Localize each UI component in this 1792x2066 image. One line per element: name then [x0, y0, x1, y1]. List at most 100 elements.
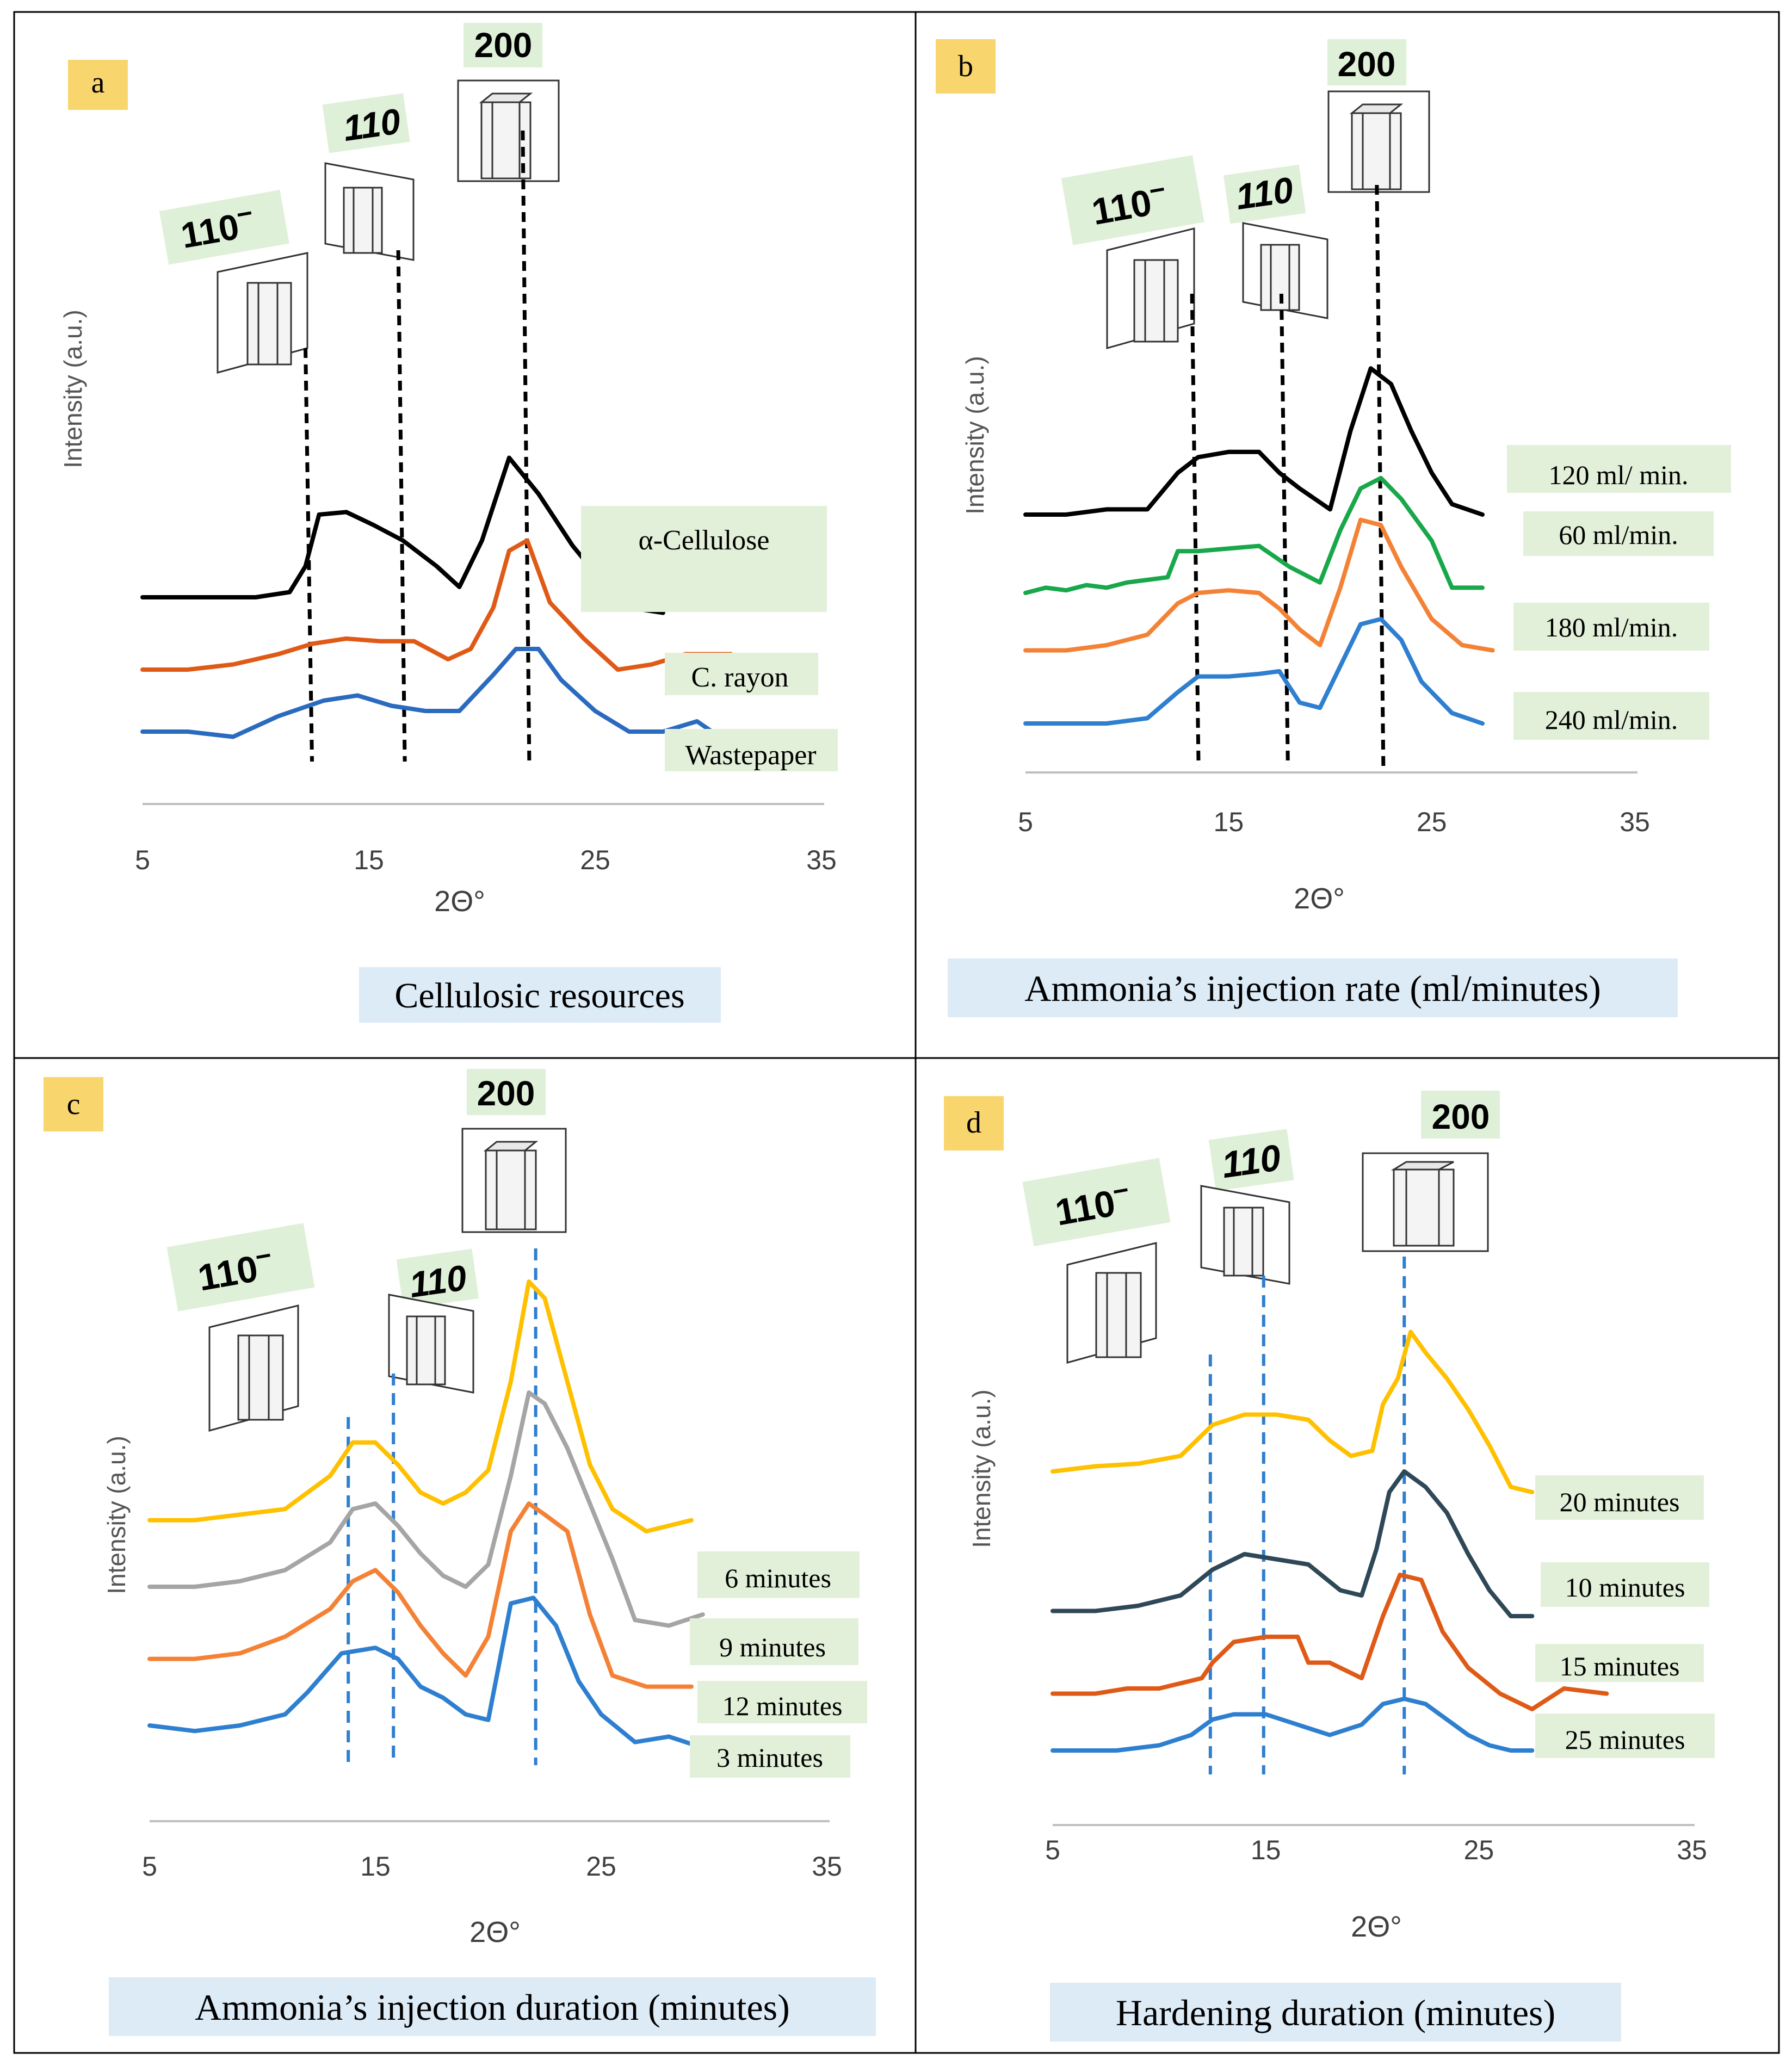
legend-box-0 [1535, 1475, 1704, 1520]
x-tick-label: 25 [1464, 1835, 1494, 1865]
crystal-110-icon [324, 162, 415, 261]
crystal-1-10-icon [208, 1304, 299, 1432]
panel-c: c 200 110 110− 5 15 25 35 [44, 1069, 876, 2036]
x-tick-label: 25 [1417, 807, 1447, 837]
series-line-2 [140, 647, 722, 739]
legend-box-3 [1535, 1714, 1715, 1758]
panel-b: b 200 110 110− 5 15 25 35 [936, 39, 1731, 1017]
legend-label-1: 9 minutes [719, 1632, 826, 1662]
x-axis-title: 2Θ° [434, 885, 485, 918]
plane-110-label-box [1223, 164, 1306, 224]
x-tick-label: 35 [806, 845, 837, 875]
plane-110-label-box [1208, 1129, 1294, 1191]
panel-letter: a [91, 66, 105, 100]
legend-box-0 [581, 506, 827, 612]
crystal-200-icon [1362, 1152, 1489, 1252]
marker-line-200 [1375, 184, 1386, 768]
series-line-0 [1051, 1329, 1535, 1494]
plane-1-10-label: 110− [177, 197, 257, 256]
legend-label-2: 12 minutes [722, 1691, 843, 1721]
plane-110-label-box [322, 93, 410, 153]
plane-200-label-box [1327, 39, 1406, 85]
plane-1-10-label-box [1061, 155, 1204, 245]
marker-line-1-10 [304, 348, 314, 762]
x-tick-label: 5 [135, 845, 150, 875]
legend-box-0 [697, 1551, 860, 1598]
legend-label-3: 240 ml/min. [1545, 704, 1678, 735]
plane-110-label: 110 [407, 1257, 469, 1305]
legend-box-1 [665, 653, 818, 695]
plane-1-10-label: 110− [1088, 174, 1171, 233]
figure-frame [13, 11, 1780, 2054]
series-line-3 [1023, 617, 1485, 726]
series-line-0 [147, 1279, 694, 1533]
panel-letter: b [958, 50, 973, 83]
marker-line-1-10 [1190, 293, 1201, 768]
x-tick-label: 25 [586, 1851, 616, 1882]
x-tick-label: 35 [1620, 807, 1650, 837]
legend-label-0: 20 minutes [1560, 1487, 1680, 1517]
x-tick-label: 35 [1677, 1835, 1707, 1865]
legend-box-1 [1541, 1562, 1709, 1607]
panel-letter-box [936, 39, 996, 94]
crystal-1-10-icon [217, 252, 308, 374]
plane-1-10-label-box [1022, 1158, 1171, 1247]
plane-1-10-label-box [159, 190, 289, 265]
legend-label-2: Wastepaper [685, 740, 816, 771]
legend-box-1 [1523, 511, 1714, 556]
y-axis-title: Intensity (a.u.) [102, 1436, 131, 1594]
plane-200-label: 200 [1338, 45, 1396, 84]
legend-label-3: 3 minutes [716, 1742, 823, 1773]
caption-box [109, 1977, 876, 2036]
legend-label-3: 25 minutes [1565, 1724, 1685, 1755]
y-axis-title: Intensity (a.u.) [59, 310, 87, 468]
panel-caption: Ammonia’s injection duration (minutes) [195, 1987, 789, 2028]
panel-letter-box [44, 1077, 103, 1131]
plane-1-10-label-box [166, 1223, 315, 1312]
panel-letter: c [67, 1087, 81, 1121]
crystal-1-10-icon [1106, 227, 1195, 349]
legend-box-2 [697, 1681, 867, 1723]
x-tick-label: 15 [354, 845, 384, 875]
legend-box-1 [690, 1618, 858, 1665]
x-tick-label: 15 [1214, 807, 1244, 837]
plane-110-label: 110 [1233, 169, 1296, 217]
marker-line-110 [396, 250, 407, 762]
x-tick-label: 15 [1251, 1835, 1281, 1865]
x-tick-label: 35 [812, 1851, 842, 1882]
panel-letter: d [966, 1106, 981, 1140]
legend-label-2: 180 ml/min. [1545, 612, 1678, 642]
marker-line-110 [1279, 293, 1290, 768]
crystal-1-10-icon [1066, 1242, 1157, 1364]
plane-200-label: 200 [1432, 1097, 1490, 1136]
x-tick-label: 5 [1045, 1835, 1060, 1865]
legend-box-2 [1513, 603, 1709, 651]
panel-caption: Hardening duration (minutes) [1116, 1992, 1555, 2033]
series-line-2 [1051, 1573, 1609, 1711]
plane-200-label: 200 [477, 1074, 535, 1113]
plane-200-label: 200 [474, 26, 533, 65]
legend-label-2: 15 minutes [1560, 1651, 1680, 1681]
plane-200-label-box [1421, 1091, 1500, 1139]
series-line-0 [1023, 366, 1485, 517]
crystal-200-icon [457, 79, 560, 182]
legend-label-1: 10 minutes [1565, 1572, 1685, 1603]
series-line-2 [1023, 517, 1495, 653]
caption-box [1050, 1983, 1621, 2042]
series-line-3 [1051, 1697, 1535, 1753]
plane-110-label: 110 [1219, 1137, 1283, 1186]
crystal-200-icon [1327, 90, 1430, 193]
plane-200-label-box [464, 23, 542, 67]
series-line-1 [140, 538, 733, 672]
panel-caption: Ammonia’s injection rate (ml/minutes) [1024, 968, 1601, 1009]
series-line-3 [147, 1595, 705, 1750]
series-line-1 [1051, 1469, 1535, 1618]
y-axis-title: Intensity (a.u.) [967, 1389, 996, 1548]
crystal-110-icon [388, 1294, 474, 1394]
plane-200-label-box [467, 1069, 546, 1115]
panel-letter-box [944, 1096, 1004, 1150]
panel-letter-box [68, 60, 128, 110]
legend-label-0: 6 minutes [725, 1563, 831, 1593]
series-line-1 [1023, 475, 1485, 595]
